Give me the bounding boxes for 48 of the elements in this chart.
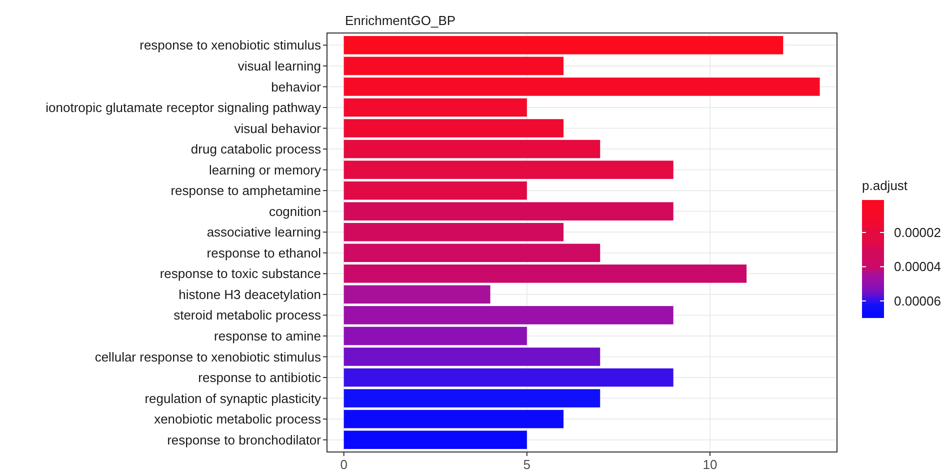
y-tick-label: response to amphetamine bbox=[170, 183, 321, 198]
bar bbox=[344, 368, 674, 387]
x-tick-label: 10 bbox=[702, 457, 718, 472]
y-tick-label: cognition bbox=[268, 204, 321, 219]
bar bbox=[344, 306, 674, 324]
bar bbox=[344, 244, 600, 262]
y-tick-label: ionotropic glutamate receptor signaling pathway bbox=[46, 100, 322, 116]
bar bbox=[344, 285, 490, 304]
bar bbox=[344, 202, 674, 220]
bar bbox=[344, 181, 527, 200]
bar bbox=[344, 140, 600, 158]
bar bbox=[344, 264, 747, 283]
bar bbox=[344, 160, 674, 179]
y-tick-label: histone H3 deacetylation bbox=[178, 286, 321, 302]
x-tick-label: 5 bbox=[523, 457, 531, 472]
y-tick-label: behavior bbox=[271, 79, 322, 94]
y-tick-label: response to bronchodilator bbox=[167, 432, 322, 448]
y-tick-label: response to xenobiotic stimulus bbox=[140, 38, 322, 53]
y-tick-label: xenobiotic metabolic process bbox=[154, 412, 322, 427]
bar bbox=[344, 410, 564, 428]
bar bbox=[344, 389, 600, 408]
y-tick-label: response to antibiotic bbox=[198, 370, 322, 386]
chart-title: EnrichmentGO_BP bbox=[345, 13, 456, 28]
color-bar-title: p.adjust bbox=[862, 178, 908, 193]
color-bar-label: 0.00004 bbox=[894, 259, 941, 274]
y-tick-label: visual learning bbox=[238, 58, 321, 74]
color-bar-label: 0.00002 bbox=[894, 225, 941, 240]
y-tick-label: visual behavior bbox=[234, 120, 322, 136]
y-tick-label: regulation of synaptic plasticity bbox=[144, 390, 322, 406]
y-tick-label: cellular response to xenobiotic stimulus bbox=[94, 349, 322, 364]
y-tick-label: response to amine bbox=[214, 328, 321, 344]
y-tick-label: steroid metabolic process bbox=[174, 308, 322, 323]
y-tick-label: associative learning bbox=[206, 224, 321, 240]
bar bbox=[344, 348, 600, 366]
bar bbox=[344, 430, 527, 449]
bar bbox=[344, 56, 564, 76]
bar bbox=[344, 119, 564, 138]
y-tick-label: drug catabolic process bbox=[190, 142, 322, 157]
bar bbox=[344, 326, 527, 346]
y-tick-label: response to toxic substance bbox=[160, 266, 321, 282]
bar bbox=[344, 98, 527, 117]
bar bbox=[344, 78, 820, 96]
bar bbox=[344, 222, 564, 242]
x-tick-label: 0 bbox=[340, 457, 348, 472]
color-bar-label: 0.00006 bbox=[894, 293, 941, 308]
y-tick-label: response to ethanol bbox=[206, 245, 322, 260]
bar bbox=[344, 36, 784, 54]
y-tick-label: learning or memory bbox=[209, 162, 322, 178]
